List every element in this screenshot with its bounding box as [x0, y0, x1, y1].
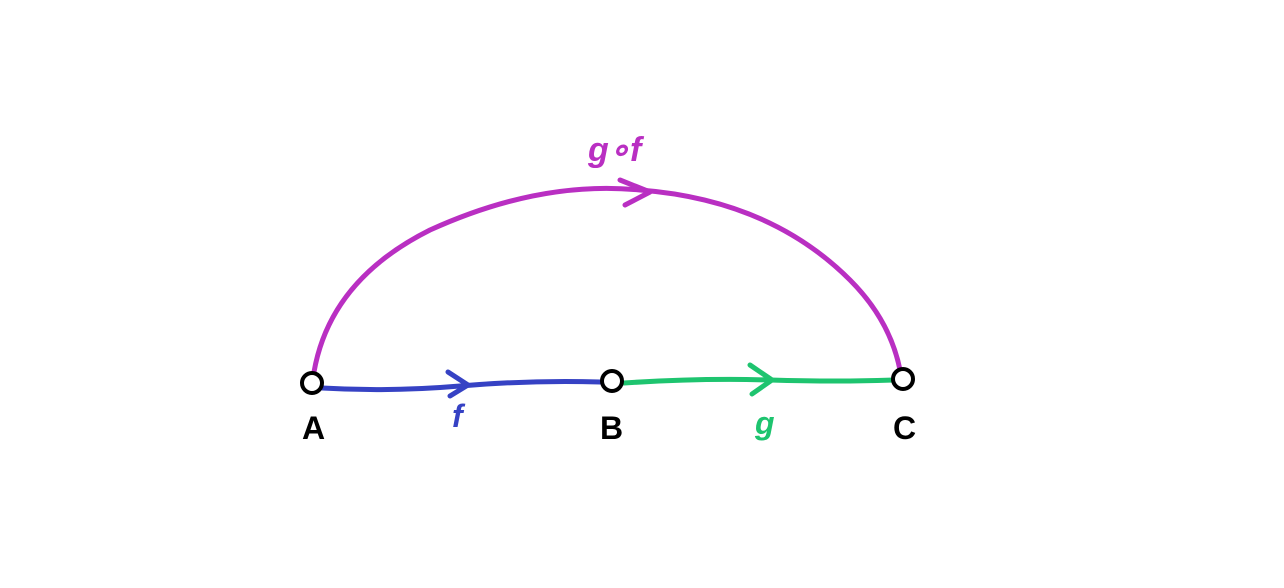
edge-g [624, 379, 893, 383]
node-label-C: C [893, 410, 916, 447]
composition-diagram [0, 0, 1284, 588]
edge-gof [314, 188, 900, 372]
edge-label-f: f [452, 398, 463, 435]
arrowhead-gof [620, 180, 650, 205]
edge-label-gof: g∘f [588, 130, 641, 170]
node-A [302, 373, 322, 393]
edge-label-g: g [755, 405, 775, 442]
node-B [602, 371, 622, 391]
node-C [893, 369, 913, 389]
node-label-B: B [600, 410, 623, 447]
node-label-A: A [302, 410, 325, 447]
